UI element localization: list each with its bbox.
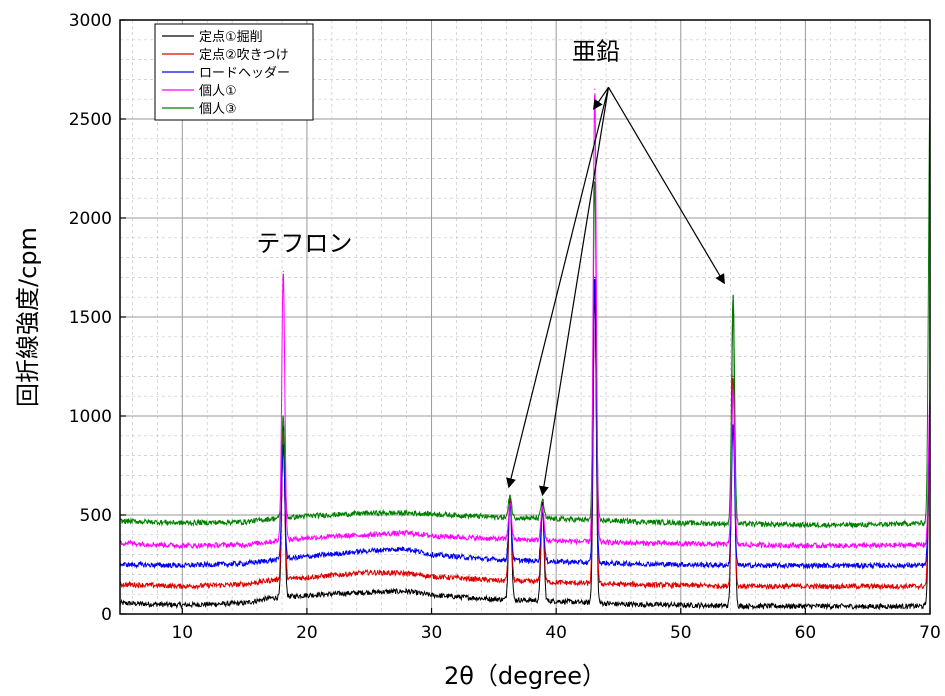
y-tick-label: 0 bbox=[101, 605, 112, 625]
series-line bbox=[120, 290, 930, 611]
x-tick-label: 40 bbox=[545, 623, 567, 643]
series-line bbox=[120, 278, 930, 591]
x-tick-label: 60 bbox=[795, 623, 817, 643]
peak-point bbox=[541, 506, 544, 508]
annotation-arrow bbox=[506, 87, 610, 489]
peak-point bbox=[732, 425, 734, 427]
series-3 bbox=[120, 88, 930, 550]
annotation-label: 亜鉛 bbox=[572, 38, 620, 66]
tick-layer: 10 20 30 40 50 60 70 0 500 1000 1500 2000 2500 3000 bbox=[69, 11, 941, 643]
x-tick-label: 70 bbox=[919, 623, 941, 643]
peak-point bbox=[282, 431, 284, 433]
legend-label: 個人③ bbox=[199, 102, 237, 117]
x-tick-label: 20 bbox=[296, 623, 318, 643]
annotation-arrow bbox=[592, 86, 609, 110]
peak-point bbox=[732, 385, 734, 387]
series-line bbox=[120, 279, 930, 570]
y-axis-label: 回折線強度/cpm bbox=[14, 227, 42, 407]
peak-point bbox=[594, 177, 596, 179]
peak-point bbox=[594, 88, 596, 90]
peak-point bbox=[732, 375, 734, 377]
peak-point bbox=[282, 270, 284, 273]
y-tick-label: 2000 bbox=[69, 209, 112, 229]
x-tick-label: 30 bbox=[421, 623, 443, 643]
peak-point bbox=[282, 415, 284, 417]
x-axis-label: 2θ（degree） bbox=[444, 662, 606, 690]
annotation-layer: テフロン 亜鉛 bbox=[256, 38, 725, 497]
series-1 bbox=[120, 276, 930, 591]
peak-point bbox=[509, 502, 511, 504]
y-tick-label: 1000 bbox=[69, 407, 112, 427]
annotation-arrow bbox=[538, 87, 610, 497]
y-tick-label: 3000 bbox=[69, 11, 112, 31]
y-tick-label: 1500 bbox=[69, 308, 112, 328]
annotation-label: テフロン bbox=[256, 230, 352, 258]
legend-label: 個人① bbox=[199, 84, 237, 99]
series-line bbox=[120, 100, 930, 529]
y-tick-label: 500 bbox=[80, 506, 112, 526]
legend-label: 定点②吹きつけ bbox=[199, 48, 289, 63]
legend-label: 定点①掘削 bbox=[199, 30, 263, 45]
series-layer bbox=[120, 88, 930, 611]
x-tick-label: 10 bbox=[171, 623, 193, 643]
peak-point bbox=[541, 498, 544, 500]
legend-label: ロードヘッダー bbox=[199, 66, 290, 81]
series-line bbox=[120, 93, 930, 550]
series-4 bbox=[120, 98, 930, 529]
peak-point bbox=[541, 502, 544, 504]
peak-point bbox=[282, 445, 284, 447]
peak-point bbox=[594, 276, 596, 278]
y-tick-label: 2500 bbox=[69, 110, 112, 130]
peak-point bbox=[732, 294, 734, 296]
peak-point bbox=[509, 494, 511, 496]
annotation-arrow bbox=[607, 87, 725, 285]
x-tick-label: 50 bbox=[670, 623, 692, 643]
